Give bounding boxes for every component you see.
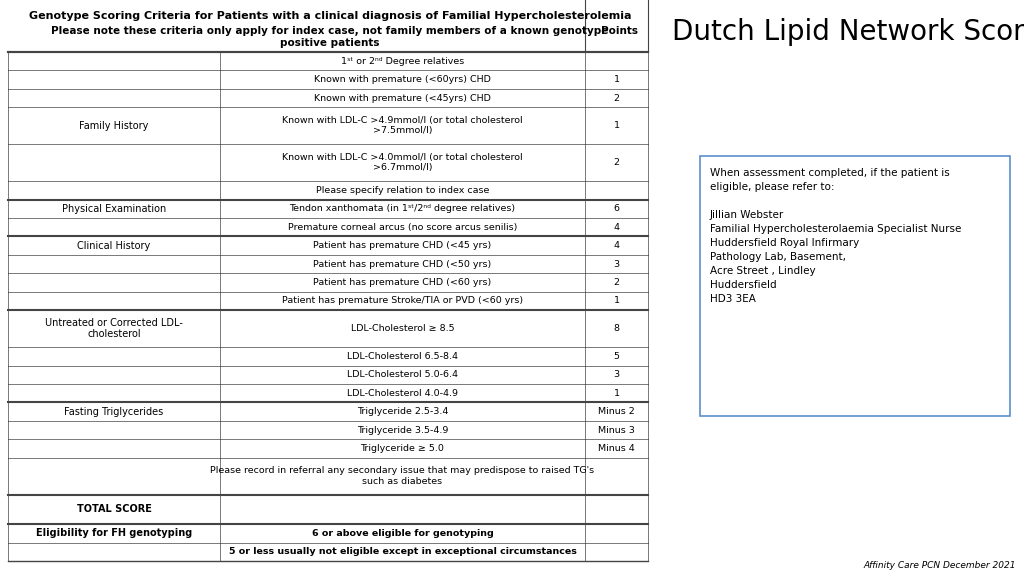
Text: 6: 6 [613, 204, 620, 213]
Text: 1ˢᵗ or 2ⁿᵈ Degree relatives: 1ˢᵗ or 2ⁿᵈ Degree relatives [341, 56, 464, 66]
Text: 3: 3 [613, 370, 620, 379]
Text: 5 or less usually not eligible except in exceptional circumstances: 5 or less usually not eligible except in… [228, 547, 577, 556]
Text: LDL-Cholesterol 4.0-4.9: LDL-Cholesterol 4.0-4.9 [347, 389, 458, 397]
Text: 4: 4 [613, 223, 620, 232]
Text: Triglyceride 3.5-4.9: Triglyceride 3.5-4.9 [356, 426, 449, 434]
Text: 3: 3 [613, 260, 620, 268]
Text: Triglyceride ≥ 5.0: Triglyceride ≥ 5.0 [360, 444, 444, 453]
Text: Please note these criteria only apply for index case, not family members of a kn: Please note these criteria only apply fo… [51, 26, 608, 36]
Text: Points: Points [601, 26, 639, 36]
Text: Untreated or Corrected LDL-
cholesterol: Untreated or Corrected LDL- cholesterol [45, 318, 183, 339]
Text: Tendon xanthomata (in 1ˢᵗ/2ⁿᵈ degree relatives): Tendon xanthomata (in 1ˢᵗ/2ⁿᵈ degree rel… [290, 204, 515, 213]
Text: Patient has premature CHD (<45 yrs): Patient has premature CHD (<45 yrs) [313, 241, 492, 250]
Text: Known with premature (<60yrs) CHD: Known with premature (<60yrs) CHD [314, 75, 490, 84]
Text: 1: 1 [613, 75, 620, 84]
Text: Premature corneal arcus (no score arcus senilis): Premature corneal arcus (no score arcus … [288, 223, 517, 232]
Text: Please specify relation to index case: Please specify relation to index case [315, 186, 489, 195]
Text: 2: 2 [613, 158, 620, 167]
Text: 4: 4 [613, 241, 620, 250]
Text: Patient has premature CHD (<60 yrs): Patient has premature CHD (<60 yrs) [313, 278, 492, 287]
Text: 6 or above eligible for genotyping: 6 or above eligible for genotyping [311, 529, 494, 538]
Text: 1: 1 [613, 389, 620, 397]
Text: Physical Examination: Physical Examination [61, 204, 166, 214]
Text: Minus 4: Minus 4 [598, 444, 635, 453]
Text: positive patients: positive patients [281, 38, 380, 48]
Text: Known with LDL-C >4.0mmol/l (or total cholesterol
>6.7mmol/l): Known with LDL-C >4.0mmol/l (or total ch… [283, 153, 523, 172]
Text: Please record in referral any secondary issue that may predispose to raised TG's: Please record in referral any secondary … [211, 467, 595, 486]
Text: Minus 3: Minus 3 [598, 426, 635, 434]
Text: Eligibility for FH genotyping: Eligibility for FH genotyping [36, 528, 193, 539]
Text: 1: 1 [613, 297, 620, 305]
Text: LDL-Cholesterol 5.0-6.4: LDL-Cholesterol 5.0-6.4 [347, 370, 458, 379]
Text: Genotype Scoring Criteria for Patients with a clinical diagnosis of Familial Hyp: Genotype Scoring Criteria for Patients w… [29, 11, 631, 21]
Text: 2: 2 [613, 94, 620, 103]
Text: Patient has premature CHD (<50 yrs): Patient has premature CHD (<50 yrs) [313, 260, 492, 268]
Text: Minus 2: Minus 2 [598, 407, 635, 416]
Text: Patient has premature Stroke/TIA or PVD (<60 yrs): Patient has premature Stroke/TIA or PVD … [282, 297, 523, 305]
Text: 8: 8 [613, 324, 620, 333]
Text: 2: 2 [613, 278, 620, 287]
Text: When assessment completed, if the patient is
eligible, please refer to:

Jillian: When assessment completed, if the patien… [710, 168, 962, 304]
Text: LDL-Cholesterol 6.5-8.4: LDL-Cholesterol 6.5-8.4 [347, 352, 458, 361]
Text: 1: 1 [613, 122, 620, 130]
Text: 5: 5 [613, 352, 620, 361]
Text: TOTAL SCORE: TOTAL SCORE [77, 505, 152, 514]
Text: Fasting Triglycerides: Fasting Triglycerides [65, 407, 164, 416]
Text: Known with LDL-C >4.9mmol/l (or total cholesterol
>7.5mmol/l): Known with LDL-C >4.9mmol/l (or total ch… [283, 116, 523, 135]
Text: LDL-Cholesterol ≥ 8.5: LDL-Cholesterol ≥ 8.5 [350, 324, 455, 333]
Bar [700, 156, 1010, 416]
Text: Affinity Care PCN December 2021: Affinity Care PCN December 2021 [863, 561, 1016, 570]
Text: Known with premature (<45yrs) CHD: Known with premature (<45yrs) CHD [314, 94, 490, 103]
Text: Clinical History: Clinical History [78, 241, 151, 251]
Text: Dutch Lipid Network Score: Dutch Lipid Network Score [672, 18, 1024, 46]
Text: Triglyceride 2.5-3.4: Triglyceride 2.5-3.4 [356, 407, 449, 416]
Text: Family History: Family History [79, 121, 148, 131]
